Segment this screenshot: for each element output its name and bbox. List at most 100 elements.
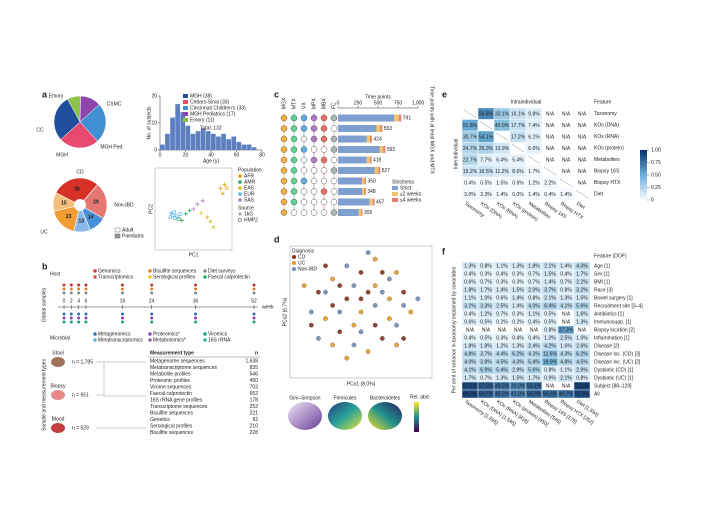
- table-cell: Transcriptome sequences: [150, 404, 208, 410]
- axis-title: PC2: [148, 204, 154, 214]
- cell-label: 3.7%: [544, 288, 556, 294]
- cell-label: 0.3%: [512, 312, 524, 318]
- combo-dot: [300, 146, 308, 153]
- cell-label: 0.4%: [512, 336, 524, 342]
- combo-dot: [330, 167, 338, 174]
- cell-label: 7.4%: [528, 123, 540, 129]
- legend-swatch: [203, 269, 207, 273]
- y-tick-label: 20: [151, 93, 157, 99]
- combo-dot: [290, 188, 298, 195]
- legend-swatch: [148, 269, 152, 273]
- inset-map: [288, 402, 322, 430]
- sample-name: Blood: [52, 416, 65, 422]
- sample-dot: [150, 316, 154, 320]
- plot-frame: [154, 167, 233, 251]
- bar-segment: [364, 177, 366, 185]
- legend-title: Population: [238, 167, 262, 173]
- row-label: Age [1]: [594, 263, 610, 269]
- scatter-point: [401, 289, 406, 295]
- scatter-point: [351, 283, 357, 288]
- legend-label: AMR: [244, 179, 256, 185]
- scatter-point: [337, 309, 343, 315]
- cell-label: 6.9%: [480, 368, 492, 374]
- axis-title: PC1: [189, 252, 199, 258]
- side-label: Global samples: [41, 287, 47, 322]
- cell-label: 1.3%: [576, 320, 588, 326]
- combo-dot: [290, 198, 298, 206]
- scatter-point: [200, 198, 205, 203]
- sample-dot: [69, 287, 73, 291]
- sample-icon: [51, 357, 65, 367]
- combo-dot: [280, 156, 288, 164]
- scatter-point: [176, 216, 181, 221]
- pie-label: Emory: [49, 93, 64, 99]
- sample-dot: [120, 312, 124, 316]
- column-header: Feature (DOF): [594, 253, 627, 259]
- cell-label: 1.3%: [496, 376, 508, 382]
- bar-total: 527: [382, 168, 391, 174]
- legend-label: Metabolomics*: [153, 337, 186, 343]
- combo-dot: [310, 209, 318, 216]
- sample-dot: [194, 312, 198, 316]
- pie-slice: [53, 98, 81, 140]
- combo-dot: [280, 146, 288, 153]
- cell-label: 0.4%: [544, 192, 556, 198]
- sample-dot: [62, 316, 66, 320]
- row-label: All: [594, 391, 600, 397]
- bar-segment: [372, 198, 375, 206]
- bar-total: 791: [403, 115, 412, 121]
- bar-segment: [358, 209, 362, 216]
- sample-name: Stool: [52, 350, 63, 356]
- cell-label: 0.7%: [560, 280, 572, 286]
- scatter-point: [358, 270, 364, 275]
- combo-dot: [290, 135, 298, 143]
- table-cell: Bisulfite sequences: [150, 430, 194, 436]
- group-label: CD: [76, 169, 84, 175]
- panel-label: a: [42, 89, 48, 99]
- scatter-point: [308, 309, 314, 315]
- scatter-point: [330, 342, 335, 348]
- combo-dot: [320, 209, 328, 216]
- cell-label: 1.8%: [464, 288, 476, 294]
- sample-dot: [194, 287, 198, 291]
- cell-label: 4.8%: [464, 352, 476, 358]
- combo-dot: [280, 198, 288, 206]
- sample-dot: [120, 287, 124, 291]
- panel-label: e: [442, 89, 447, 99]
- hist-bar: [241, 144, 247, 150]
- sample-dot: [62, 320, 66, 324]
- combo-dot: [290, 209, 298, 216]
- cell-label: 1.4%: [512, 296, 524, 302]
- combo-dot: [300, 156, 308, 164]
- heat-cell: [573, 389, 591, 399]
- combo-dot: [310, 146, 318, 153]
- combo-dot: [330, 135, 338, 143]
- cell-label: 4.3%: [576, 264, 588, 270]
- cell-label: 1.5%: [544, 272, 556, 278]
- combo-dot: [290, 146, 298, 153]
- slice-value: 23: [66, 214, 72, 220]
- sample-dot: [252, 312, 256, 316]
- bar-segment: [362, 188, 365, 195]
- cell-label: 4.0%: [464, 360, 476, 366]
- cell-label: 1.2%: [544, 336, 556, 342]
- table-cell: Proteomic profiles: [150, 378, 191, 384]
- cell-label: 1.8%: [528, 264, 540, 270]
- diagonal-cell: [525, 153, 543, 166]
- cell-label: 4.5%: [576, 360, 588, 366]
- week-label: 36: [193, 298, 199, 304]
- cell-label: 1.6%: [560, 344, 572, 350]
- row-label: Recruitment site [3–4]: [594, 303, 643, 309]
- week-label: 52: [251, 298, 257, 304]
- cell-label: N/A: [562, 134, 571, 140]
- row-label: KOs (DNA): [594, 123, 619, 129]
- scatter-point: [222, 182, 227, 187]
- legend-label: EAS: [244, 185, 255, 191]
- cell-label: 24.7%: [463, 146, 478, 152]
- row-label: KOs (RNA): [594, 134, 619, 140]
- axis-title: week: [262, 304, 274, 310]
- cell-label: 0.3%: [480, 272, 492, 278]
- sample-dot: [84, 287, 88, 291]
- cell-label: 1.7%: [480, 288, 492, 294]
- slice-value: 15: [61, 200, 67, 206]
